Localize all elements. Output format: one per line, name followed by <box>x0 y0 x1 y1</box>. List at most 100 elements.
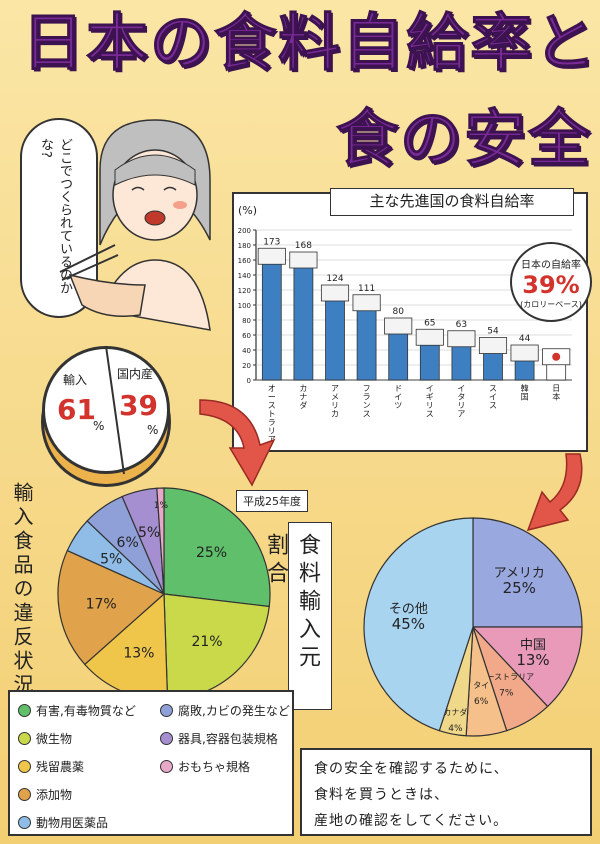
pie-label-value: 45% <box>392 615 425 633</box>
bar-value-label: 80 <box>392 307 404 317</box>
category-char: ス <box>489 384 497 393</box>
category-char: ト <box>268 410 276 419</box>
pie-label-name: 中国 <box>520 638 546 653</box>
category-char: ス <box>268 401 276 410</box>
import-pct: % <box>93 419 105 433</box>
category-char: ナ <box>299 393 307 402</box>
domestic-pct: % <box>147 423 159 437</box>
legend-item: 有害,有毒物質など <box>18 702 136 719</box>
import-label: 輸入 <box>63 373 88 387</box>
legend-item: 動物用医薬品 <box>18 814 108 831</box>
category-char: オ <box>268 384 276 393</box>
flag <box>384 317 413 335</box>
pie-label-value: 4% <box>448 724 463 734</box>
import-domestic-donut: 輸入 61 % 国内産 39 % <box>42 345 170 475</box>
violation-label: 輸入食品の違反状況 <box>10 482 34 698</box>
legend-swatch <box>18 704 31 717</box>
legend-label: おもちゃ規格 <box>178 760 251 774</box>
category-label: アメリカ <box>331 384 339 419</box>
bar-value-label: 111 <box>358 284 375 294</box>
pie-slice <box>163 487 271 608</box>
pie-label: 1% <box>154 501 169 511</box>
legend-label: 器具,容器包装規格 <box>178 732 278 746</box>
flag <box>447 330 476 348</box>
message-line-3: 産地の確認をしてください。 <box>314 813 509 829</box>
category-char: ド <box>394 384 402 393</box>
pie-slice <box>363 517 474 732</box>
category-char: イ <box>457 384 465 393</box>
category-char: 日 <box>552 384 560 393</box>
category-label: カナダ <box>299 384 307 410</box>
y-tick-label: 100 <box>238 302 251 310</box>
category-char: イ <box>426 384 434 393</box>
pie-slice <box>156 487 165 595</box>
japan-rate-value: 39% <box>522 271 580 299</box>
category-char: ア <box>457 410 465 419</box>
category-char: ア <box>331 384 339 393</box>
legend-item: 添加物 <box>18 786 72 803</box>
legend-swatch <box>160 760 173 773</box>
bar-value-label: 44 <box>519 334 531 344</box>
pie-slice <box>471 626 583 708</box>
legend-swatch <box>18 816 31 829</box>
donut-divider <box>105 345 125 475</box>
pie-slice <box>57 549 166 666</box>
y-tick-label: 20 <box>242 362 251 370</box>
legend-label: 腐敗,カビの発生など <box>178 704 290 718</box>
category-char: 国 <box>521 393 529 402</box>
japan-rate-note: (カロリーベース) <box>520 300 582 309</box>
legend-box: 有害,有毒物質など 微生物残留農薬添加物動物用医薬品 腐敗,カビの発生など 器具,容器… <box>8 690 294 836</box>
bar-value-label: 54 <box>487 327 499 337</box>
legend-label: 微生物 <box>36 732 73 746</box>
category-char: メ <box>331 393 339 402</box>
legend-swatch <box>18 788 31 801</box>
legend-item: 微生物 <box>18 730 72 747</box>
legend-swatch <box>160 704 173 717</box>
speech-bubble: どこでつくられているのかな? <box>20 118 98 318</box>
category-label: 韓国 <box>521 383 529 402</box>
category-label: ドイツ <box>394 384 402 410</box>
girl-illustration <box>59 119 211 331</box>
category-label: 日本 <box>552 384 560 402</box>
import-value: 61 <box>57 393 96 426</box>
pie-label-name: アメリカ <box>494 566 545 581</box>
pie-label: 21% <box>191 634 222 650</box>
legend-label: 有害,有毒物質など <box>36 704 136 718</box>
category-char: タ <box>457 393 465 402</box>
category-label: スイス <box>489 384 497 410</box>
category-char: カ <box>331 410 339 419</box>
category-char: カ <box>299 384 307 393</box>
y-tick-label: 140 <box>238 272 251 280</box>
category-char: リ <box>457 401 465 410</box>
pie-label: オーストラリア 7% <box>478 672 534 698</box>
pie-label: 17% <box>86 597 117 613</box>
domestic-label: 国内産 <box>117 367 154 381</box>
category-char: ラ <box>268 418 276 427</box>
page-title-line1: 日本の食料自給率と <box>21 6 599 79</box>
category-char: ラ <box>363 393 371 402</box>
year-badge: 平成25年度 <box>236 490 308 512</box>
flag-mark <box>552 352 561 361</box>
y-tick-label: 40 <box>242 347 251 355</box>
y-tick-label: 180 <box>238 242 251 250</box>
y-tick-label: 160 <box>238 257 251 265</box>
bar-value-label: 124 <box>326 274 343 284</box>
pie-label: 6% <box>117 535 139 551</box>
flag <box>510 344 539 362</box>
category-char: リ <box>268 427 276 436</box>
legend-swatch <box>18 760 31 773</box>
category-char: ス <box>489 401 497 410</box>
flag <box>320 284 350 302</box>
pie-slice <box>472 517 583 628</box>
flag <box>257 247 286 265</box>
pie-label: 5% <box>100 552 122 568</box>
legend-label: 添加物 <box>36 788 73 802</box>
legend-item: 器具,容器包装規格 <box>160 730 278 747</box>
category-char: ス <box>363 410 371 419</box>
violation-pie-chart: 25% 21% 13% 17% 5%6%5% 1% <box>57 487 271 701</box>
legend-label: 残留農薬 <box>36 760 85 774</box>
pie-label-name: その他 <box>389 602 428 617</box>
